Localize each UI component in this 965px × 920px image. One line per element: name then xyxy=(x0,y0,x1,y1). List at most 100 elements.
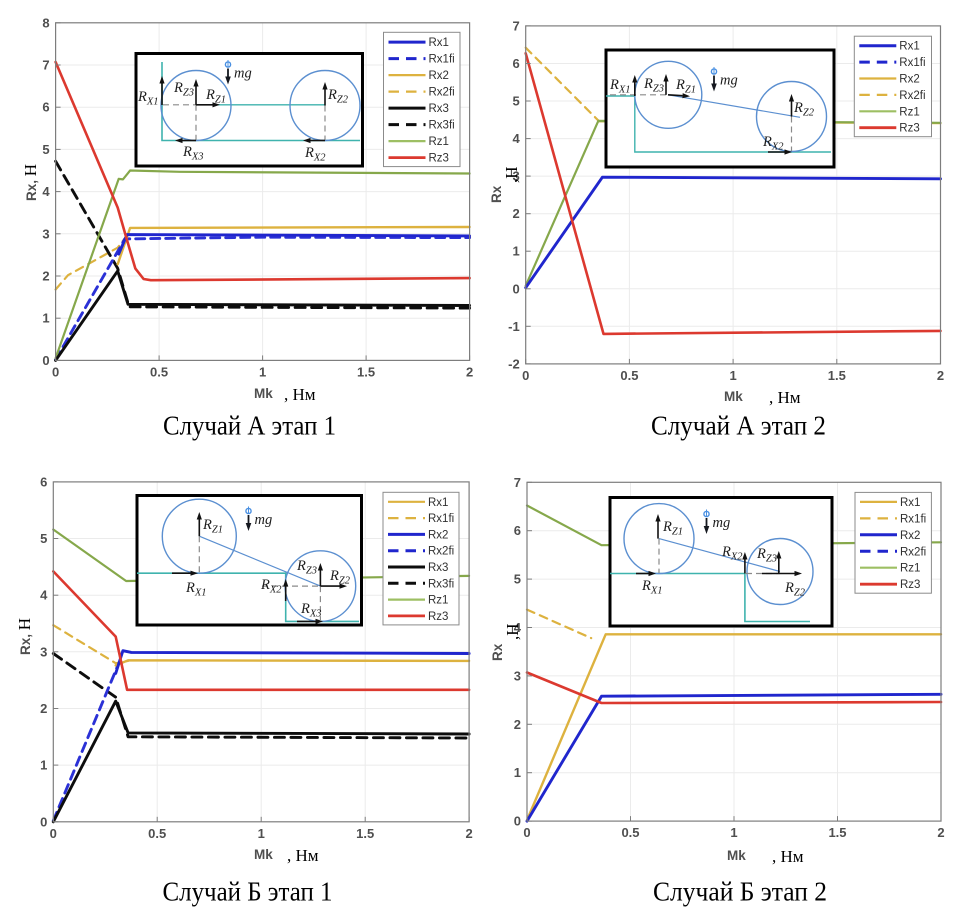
svg-text:Rx2fi: Rx2fi xyxy=(900,546,926,558)
svg-text:3: 3 xyxy=(42,226,49,241)
svg-text:0: 0 xyxy=(514,814,521,829)
svg-text:Mk: Mk xyxy=(254,847,273,862)
svg-text:, Нм: , Нм xyxy=(769,388,801,407)
svg-text:Rx3fi: Rx3fi xyxy=(429,120,455,132)
svg-text:0.5: 0.5 xyxy=(620,368,638,383)
svg-text:0.5: 0.5 xyxy=(148,826,166,841)
svg-text:0: 0 xyxy=(52,364,59,379)
svg-text:6: 6 xyxy=(40,474,47,489)
svg-text:Rx: Rx xyxy=(489,185,504,203)
svg-text:3: 3 xyxy=(512,169,519,184)
svg-text:mg: mg xyxy=(234,66,252,82)
svg-text:1.5: 1.5 xyxy=(828,825,846,840)
svg-text:Rz3: Rz3 xyxy=(429,153,449,165)
svg-text:7: 7 xyxy=(514,475,521,490)
svg-text:Rz1: Rz1 xyxy=(428,595,448,607)
svg-text:Rz3: Rz3 xyxy=(899,123,919,135)
svg-text:4: 4 xyxy=(514,620,522,635)
svg-text:2: 2 xyxy=(42,269,49,284)
svg-text:mg: mg xyxy=(720,73,738,89)
svg-text:Rx, Н: Rx, Н xyxy=(21,164,40,201)
svg-text:,Н: ,Н xyxy=(502,166,521,183)
svg-text:-1: -1 xyxy=(508,319,520,334)
svg-text:1: 1 xyxy=(258,826,265,841)
svg-text:2: 2 xyxy=(40,701,47,716)
svg-text:Rz1: Rz1 xyxy=(899,106,919,118)
svg-text:, Нм: , Нм xyxy=(284,385,316,404)
svg-text:5: 5 xyxy=(514,572,521,587)
svg-text:6: 6 xyxy=(514,523,521,538)
svg-text:, Нм: , Нм xyxy=(772,847,804,866)
svg-text:Mk: Mk xyxy=(254,386,273,401)
svg-text:7: 7 xyxy=(512,18,519,33)
svg-text:Mk: Mk xyxy=(727,848,746,863)
svg-text:1: 1 xyxy=(40,758,47,773)
svg-text:0: 0 xyxy=(40,814,47,829)
svg-text:Rx3: Rx3 xyxy=(428,562,448,574)
svg-text:0.5: 0.5 xyxy=(621,825,639,840)
svg-text:2: 2 xyxy=(465,826,472,841)
svg-text:Mk: Mk xyxy=(724,389,743,404)
svg-text:5: 5 xyxy=(40,531,47,546)
svg-text:Rx2fi: Rx2fi xyxy=(899,90,925,102)
svg-text:Случай А этап 1: Случай А этап 1 xyxy=(163,411,336,441)
svg-text:0: 0 xyxy=(512,281,519,296)
svg-text:Rx3fi: Rx3fi xyxy=(428,578,454,590)
svg-text:Rx2: Rx2 xyxy=(899,74,919,86)
svg-text:2: 2 xyxy=(512,206,519,221)
svg-text:mg: mg xyxy=(713,515,731,531)
svg-text:, Нм: , Нм xyxy=(287,846,319,865)
svg-text:1: 1 xyxy=(514,765,521,780)
svg-text:Rx2: Rx2 xyxy=(900,530,920,542)
svg-text:Rx1fi: Rx1fi xyxy=(899,57,925,69)
svg-text:8: 8 xyxy=(42,15,49,30)
svg-text:Rx2: Rx2 xyxy=(429,70,449,82)
svg-text:2: 2 xyxy=(937,368,944,383)
svg-text:0: 0 xyxy=(42,353,49,368)
svg-text:Rz1: Rz1 xyxy=(429,136,449,148)
svg-text:Rz3: Rz3 xyxy=(428,611,448,623)
svg-text:0: 0 xyxy=(522,368,529,383)
svg-text:1.5: 1.5 xyxy=(356,826,374,841)
svg-text:Случай Б этап 2: Случай Б этап 2 xyxy=(653,877,827,907)
svg-text:,Н: ,Н xyxy=(503,623,522,640)
svg-text:Rx1fi: Rx1fi xyxy=(428,513,454,525)
svg-text:3: 3 xyxy=(40,644,47,659)
svg-text:Rx3: Rx3 xyxy=(429,103,449,115)
svg-text:Rx2fi: Rx2fi xyxy=(429,87,455,99)
svg-text:Rx, Н: Rx, Н xyxy=(15,618,34,655)
svg-text:Случай Б этап 1: Случай Б этап 1 xyxy=(163,877,333,907)
svg-text:2: 2 xyxy=(937,825,944,840)
svg-text:6: 6 xyxy=(42,100,49,115)
svg-text:1: 1 xyxy=(42,311,49,326)
svg-text:7: 7 xyxy=(42,58,49,73)
svg-text:5: 5 xyxy=(512,94,519,109)
svg-text:Случай А этап 2: Случай А этап 2 xyxy=(651,411,826,441)
svg-text:6: 6 xyxy=(512,56,519,71)
svg-text:Rx: Rx xyxy=(490,643,505,661)
svg-text:1.5: 1.5 xyxy=(828,368,846,383)
svg-text:Rz3: Rz3 xyxy=(900,579,920,591)
svg-text:Rz1: Rz1 xyxy=(900,563,920,575)
svg-text:Rx1: Rx1 xyxy=(429,37,449,49)
svg-text:Rx1: Rx1 xyxy=(428,497,448,509)
svg-text:Rx1: Rx1 xyxy=(900,497,920,509)
svg-text:0: 0 xyxy=(50,826,57,841)
svg-text:2: 2 xyxy=(466,364,473,379)
svg-text:4: 4 xyxy=(40,588,48,603)
svg-text:4: 4 xyxy=(42,184,50,199)
svg-text:4: 4 xyxy=(512,131,520,146)
svg-text:Rx1: Rx1 xyxy=(899,41,919,53)
svg-text:Rx2fi: Rx2fi xyxy=(428,546,454,558)
svg-text:Rx1fi: Rx1fi xyxy=(900,513,926,525)
svg-text:mg: mg xyxy=(255,512,273,528)
svg-text:-2: -2 xyxy=(508,356,520,371)
svg-text:1: 1 xyxy=(730,825,737,840)
svg-text:1: 1 xyxy=(729,368,736,383)
svg-text:1: 1 xyxy=(259,364,266,379)
svg-text:0.5: 0.5 xyxy=(150,364,168,379)
svg-text:5: 5 xyxy=(42,142,49,157)
svg-text:1: 1 xyxy=(512,244,519,259)
svg-text:1.5: 1.5 xyxy=(357,364,375,379)
svg-text:2: 2 xyxy=(514,717,521,732)
